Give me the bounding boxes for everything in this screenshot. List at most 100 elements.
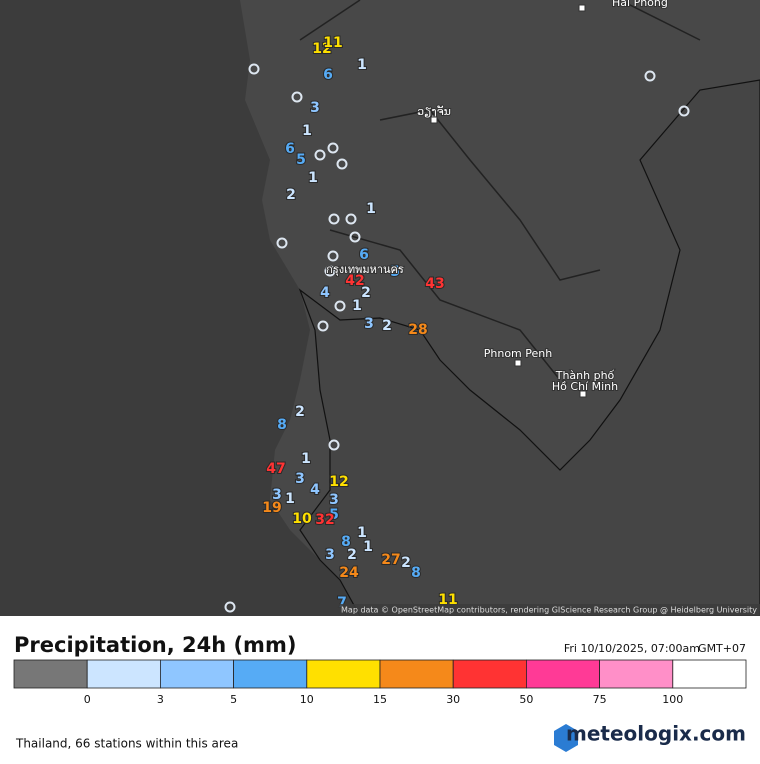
station-zero <box>276 237 288 249</box>
city-label: Hai Phong <box>612 0 668 9</box>
station-value: 3 <box>310 100 320 116</box>
station-zero <box>349 231 361 243</box>
city-label: กรุงเทพมหานคร <box>326 263 404 276</box>
legend-bin <box>306 659 381 689</box>
station-value: 10 <box>292 511 312 527</box>
station-value: 42 <box>345 273 364 289</box>
station-value: 12 <box>329 474 348 490</box>
station-value: 2 <box>295 404 305 420</box>
legend-bin <box>233 659 308 689</box>
station-value: 27 <box>381 552 400 568</box>
legend-tick-label: 5 <box>230 693 237 706</box>
legend-tick-label: 100 <box>662 693 683 706</box>
legend-bin <box>86 659 161 689</box>
city-marker <box>514 359 522 367</box>
city-label: ວຽງຈັນ <box>417 105 451 118</box>
city-label: Phnom Penh <box>484 347 552 360</box>
legend-bin <box>526 659 601 689</box>
brand: meteologix.com <box>566 722 746 746</box>
legend-bin <box>452 659 527 689</box>
station-info: Thailand, 66 stations within this area <box>15 737 238 751</box>
station-zero <box>291 91 303 103</box>
city-marker <box>579 390 587 398</box>
station-value: 5 <box>390 264 400 280</box>
station-value: 11 <box>323 35 342 51</box>
legend-tick-label: 30 <box>446 693 460 706</box>
station-value: 3 <box>329 492 339 508</box>
station-zero <box>327 142 339 154</box>
station-value: 7 <box>337 595 347 611</box>
station-value: 28 <box>408 322 427 338</box>
station-value: 1 <box>285 491 295 507</box>
legend-bin <box>13 659 88 689</box>
station-value: 1 <box>357 57 367 73</box>
logo-icon <box>554 724 578 752</box>
legend-bin <box>599 659 674 689</box>
station-value: 5 <box>296 152 306 168</box>
station-value: 8 <box>341 534 351 550</box>
station-value: 3 <box>295 471 305 487</box>
station-zero <box>324 265 336 277</box>
station-value: 2 <box>401 555 411 571</box>
legend-tick-label: 3 <box>157 693 164 706</box>
station-zero <box>327 250 339 262</box>
legend-tick-label: 50 <box>519 693 533 706</box>
city-label: Thành phố <box>555 369 615 382</box>
station-zero <box>336 158 348 170</box>
station-zero <box>248 63 260 75</box>
station-value: 2 <box>347 547 357 563</box>
station-value: 1 <box>302 123 312 139</box>
legend-bin <box>159 659 234 689</box>
station-value: 2 <box>382 318 392 334</box>
station-value: 24 <box>339 565 359 581</box>
station-value: 1 <box>352 298 362 314</box>
station-value: 6 <box>359 247 369 263</box>
station-value: 3 <box>325 547 335 563</box>
station-zero <box>678 105 690 117</box>
legend-tick-label: 0 <box>84 693 91 706</box>
station-value: 32 <box>315 512 334 528</box>
legend-bin <box>379 659 454 689</box>
date: Fri 10/10/2025, 07:00am <box>564 642 700 655</box>
station-value: 6 <box>323 67 333 83</box>
legend-tick-label: 75 <box>593 693 607 706</box>
station-value: 8 <box>411 565 421 581</box>
station-value: 5 <box>329 507 339 523</box>
legend-tick-label: 10 <box>300 693 314 706</box>
timezone: GMT+07 <box>698 642 746 655</box>
station-value: 8 <box>277 417 287 433</box>
color-scale: 0 3 5 10 15 30 50 75 100 <box>13 659 747 706</box>
legend-tick-label: 15 <box>373 693 387 706</box>
station-value: 47 <box>266 461 285 477</box>
station-value: 12 <box>312 41 331 57</box>
attribution: Map data © OpenStreetMap contributors, r… <box>341 606 757 615</box>
station-value: 3 <box>272 487 282 503</box>
station-value: 4 <box>320 285 330 301</box>
station-zero <box>224 601 236 613</box>
station-value: 19 <box>262 500 281 516</box>
borders <box>299 0 701 381</box>
station-value: 1 <box>357 525 367 541</box>
station-zero <box>328 439 340 451</box>
city-marker <box>430 116 438 124</box>
station-zero <box>345 213 357 225</box>
station-value: 1 <box>301 451 311 467</box>
station-value: 1 <box>366 201 376 217</box>
legend-title: Precipitation, 24h (mm) <box>14 633 296 657</box>
legend-bin <box>672 659 747 689</box>
city-label: Hồ Chí Minh <box>552 380 618 393</box>
station-value: 6 <box>285 141 295 157</box>
station-value: 43 <box>425 276 444 292</box>
station-zero <box>314 149 326 161</box>
station-zero <box>317 320 329 332</box>
station-value: 1 <box>363 539 373 555</box>
station-zero <box>328 213 340 225</box>
coastline <box>298 79 760 617</box>
city-marker <box>578 4 586 12</box>
station-zero <box>334 300 346 312</box>
station-value: 1 <box>308 170 318 186</box>
station-value: 3 <box>364 316 374 332</box>
